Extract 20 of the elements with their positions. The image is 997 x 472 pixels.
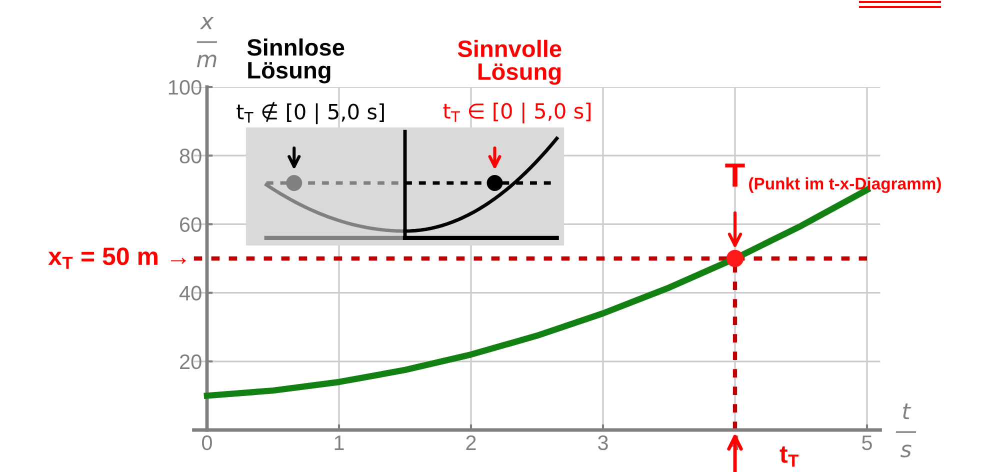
annotation: (Punkt im t-x-Diagramm) bbox=[749, 177, 941, 193]
annotation: t$_{T}$ ∉ [0 | 5,0 s] bbox=[236, 102, 384, 124]
x-tick-label: 0 bbox=[202, 435, 212, 450]
annotation: T bbox=[725, 164, 745, 187]
ref-line-label: t$_{T}$ bbox=[780, 446, 799, 467]
y-tick-label: 80 bbox=[180, 148, 202, 164]
x-tick-label: 1 bbox=[334, 436, 344, 450]
y-tick-label: 60 bbox=[180, 217, 202, 232]
x-axis-title: t — s bbox=[896, 404, 916, 458]
y-tick-label: 100 bbox=[168, 80, 202, 95]
y-tick-label: 20 bbox=[180, 354, 202, 370]
ref-line-label: x$_{T}$ = 50 m → bbox=[48, 247, 186, 269]
y-axis-title: x — m bbox=[196, 17, 218, 68]
x-tick-label: 2 bbox=[466, 435, 476, 450]
text: Sinnvolle Lösung bbox=[458, 40, 562, 85]
x-tick-label: 3 bbox=[598, 435, 608, 450]
annotation: t$_{T}$ ∈ [0 | 5,0 s] bbox=[443, 102, 590, 124]
x-tick-label: 5 bbox=[862, 436, 872, 450]
text: Sinnlose Lösung bbox=[247, 38, 344, 84]
y-tick-label: 40 bbox=[179, 286, 202, 301]
